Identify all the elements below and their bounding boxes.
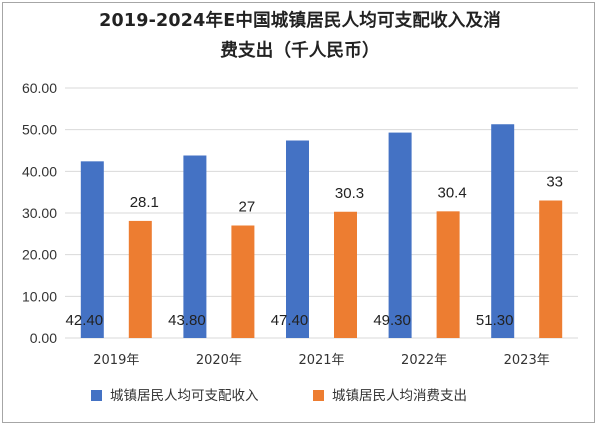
legend-label-income: 城镇居民人均可支配收入 [110, 388, 259, 404]
bar-consumption [231, 225, 255, 338]
x-category-label: 2020年 [196, 353, 242, 368]
bar-income [286, 140, 309, 338]
data-label-consumption: 30.3 [335, 185, 364, 202]
y-tick-label: 10.00 [22, 288, 57, 304]
x-category-label: 2023年 [504, 353, 550, 368]
data-label-consumption: 27 [239, 199, 256, 216]
bar-consumption [128, 220, 152, 338]
y-tick-label: 50.00 [22, 122, 57, 138]
data-label-income: 49.30 [373, 312, 411, 329]
chart-title-line-2: 费支出（千人民币） [220, 41, 380, 61]
x-category-label: 2019年 [93, 353, 139, 368]
bar-income [80, 161, 104, 338]
data-label-consumption: 28.1 [130, 194, 159, 211]
bar-consumption [334, 211, 357, 338]
y-tick-label: 0.00 [30, 330, 57, 346]
bar-consumption [539, 200, 563, 338]
y-tick-label: 30.00 [22, 205, 57, 221]
x-category-label: 2021年 [298, 353, 344, 368]
chart-title: 2019-2024年E中国城镇居民人均可支配收入及消 费支出（千人民币） [0, 6, 600, 66]
legend-label-consumption: 城镇居民人均消费支出 [332, 388, 467, 404]
data-label-consumption: 33 [546, 174, 563, 191]
bar-income [491, 124, 515, 338]
data-label-income: 42.40 [66, 312, 104, 329]
data-label-income: 51.30 [476, 312, 514, 329]
data-label-income: 43.80 [168, 312, 206, 329]
y-tick-label: 60.00 [22, 80, 57, 96]
bar-income [388, 132, 412, 338]
legend-swatch-consumption [313, 390, 324, 401]
chart-title-line-1: 2019-2024年E中国城镇居民人均可支配收入及消 [99, 11, 501, 31]
legend-swatch-income [91, 390, 102, 401]
bar-consumption [436, 211, 460, 338]
y-tick-label: 40.00 [22, 163, 57, 179]
y-tick-label: 20.00 [22, 247, 57, 263]
x-category-label: 2022年 [401, 353, 447, 368]
bar-income [183, 155, 207, 338]
data-label-consumption: 30.4 [437, 184, 466, 201]
data-label-income: 47.40 [271, 312, 309, 329]
